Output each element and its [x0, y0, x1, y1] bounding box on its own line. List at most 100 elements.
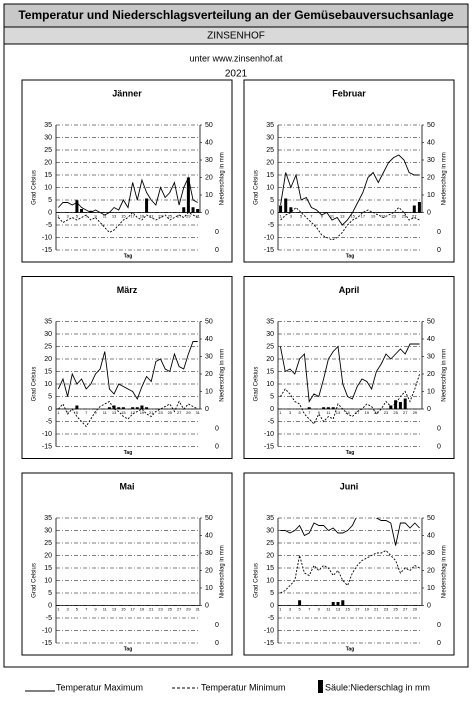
y2-axis-label: Niederschlag in mm	[442, 545, 448, 598]
y-tick-label: -10	[42, 234, 52, 241]
x-tick-label: 1	[279, 607, 282, 612]
y-tick-label: 30	[44, 527, 52, 534]
y-tick-label: -15	[264, 247, 274, 254]
x-axis-label: Tag	[346, 253, 355, 259]
chart-title: Jänner	[112, 88, 142, 98]
min-temp-line	[280, 206, 420, 241]
y-tick-label: 10	[266, 381, 274, 388]
precip-bar	[135, 407, 139, 409]
x-tick-label: 25	[168, 410, 173, 415]
precip-bar	[145, 407, 149, 409]
y-tick-label: 0	[48, 406, 52, 413]
y-tick-label: 35	[44, 318, 52, 325]
x-tick-label: 31	[195, 410, 200, 415]
x-tick-label: 17	[355, 410, 360, 415]
y2-tick-label: 50	[427, 318, 435, 325]
precip-bar	[121, 407, 125, 409]
x-tick-label: 3	[290, 214, 293, 219]
y-tick-label: 25	[44, 540, 52, 547]
y-tick-label: -10	[264, 234, 274, 241]
precip-bar	[191, 207, 195, 213]
x-tick-label: 15	[121, 410, 126, 415]
x-tick-label: 25	[393, 410, 398, 415]
y-axis-label: Grad Celsius	[254, 563, 260, 598]
y-axis-label: Grad Celsius	[32, 170, 38, 205]
x-tick-label: 9	[94, 607, 97, 612]
page-subtitle: ZINSENHOF	[207, 31, 265, 42]
precip-bar	[80, 209, 84, 213]
page-title: Temperatur und Niederschlagsverteilung a…	[18, 8, 454, 22]
precip-bar	[279, 205, 283, 213]
subtitle-bar	[3, 26, 469, 45]
y2-tick-label: 40	[427, 139, 435, 146]
x-tick-label: 3	[66, 410, 69, 415]
precip-bar	[331, 602, 335, 606]
x-tick-label: 27	[403, 607, 408, 612]
x-tick-label: 9	[94, 214, 97, 219]
y-axis-label: Grad Celsius	[32, 367, 38, 402]
y2-tick-label: 10	[427, 388, 435, 395]
y2-extra-label: 0	[437, 247, 441, 254]
x-axis-label: Tag	[346, 450, 355, 456]
x-tick-label: 23	[384, 607, 389, 612]
x-tick-label: 19	[371, 214, 376, 219]
x-tick-label: 9	[318, 410, 321, 415]
y2-tick-label: 0	[427, 406, 431, 413]
y2-extra-label: 0	[215, 229, 219, 236]
x-tick-label: 9	[94, 410, 97, 415]
legend-bar-swatch	[318, 680, 323, 693]
x-tick-label: 23	[158, 607, 163, 612]
y2-tick-label: 50	[205, 515, 213, 522]
x-tick-label: 11	[326, 410, 331, 415]
legend-label: Temperatur Maximum	[56, 682, 143, 692]
panel	[21, 79, 233, 263]
y-tick-label: 25	[266, 540, 274, 547]
y-tick-label: -10	[42, 431, 52, 438]
source: unter www.zinsenhof.at	[189, 53, 283, 63]
x-tick-label: 1	[279, 410, 282, 415]
y-tick-label: -10	[264, 431, 274, 438]
y-axis-label: Grad Celsius	[32, 563, 38, 598]
y2-extra-label: 0	[437, 622, 441, 629]
x-tick-label: 31	[195, 214, 200, 219]
x-axis-label: Tag	[346, 646, 355, 652]
y-tick-label: 35	[266, 318, 274, 325]
y2-tick-label: 30	[205, 157, 213, 164]
x-tick-label: 21	[149, 214, 154, 219]
precip-bar	[412, 205, 416, 213]
y2-tick-label: 10	[427, 585, 435, 592]
y2-extra-label: 0	[215, 247, 219, 254]
y2-tick-label: 20	[205, 371, 213, 378]
y-tick-label: 20	[266, 552, 274, 559]
panel	[21, 276, 233, 459]
x-tick-label: 17	[130, 214, 135, 219]
y2-extra-label: 0	[215, 425, 219, 432]
y2-tick-label: 0	[205, 209, 209, 216]
y-tick-label: 35	[44, 515, 52, 522]
x-tick-label: 27	[412, 214, 417, 219]
precip-bar	[196, 209, 200, 213]
x-tick-label: 3	[289, 410, 292, 415]
y-tick-label: 30	[44, 331, 52, 338]
precip-bar	[112, 405, 116, 409]
y2-tick-label: 30	[205, 550, 213, 557]
x-tick-label: 21	[374, 607, 379, 612]
y-tick-label: -15	[264, 443, 274, 450]
y2-extra-label: 0	[437, 425, 441, 432]
x-tick-label: 29	[186, 214, 191, 219]
precip-bar	[117, 407, 121, 409]
precip-bar	[140, 405, 144, 409]
y2-tick-label: 50	[205, 318, 213, 325]
x-tick-label: 25	[393, 607, 398, 612]
y2-tick-label: 30	[427, 157, 435, 164]
precip-bar	[284, 198, 288, 213]
legend-label: Temperatur Minimum	[201, 682, 286, 692]
x-tick-label: 23	[384, 410, 389, 415]
x-tick-label: 1	[57, 410, 60, 415]
precip-bar	[145, 198, 149, 213]
x-tick-label: 29	[413, 607, 418, 612]
y2-tick-label: 0	[205, 602, 209, 609]
y-tick-label: 25	[266, 147, 274, 154]
precip-bar	[341, 600, 345, 606]
panel	[243, 276, 455, 459]
